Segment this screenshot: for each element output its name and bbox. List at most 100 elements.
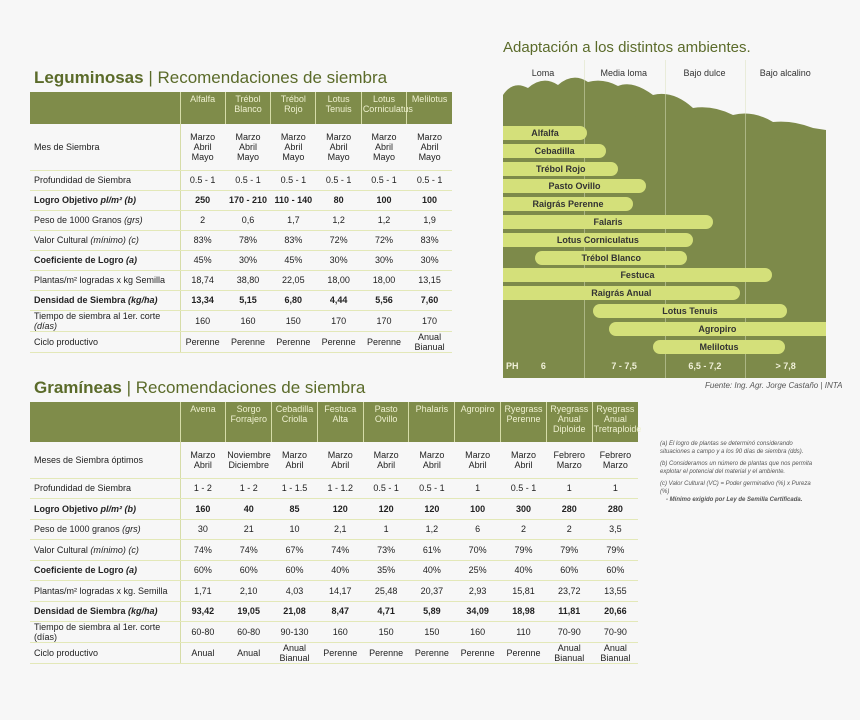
table-cell: 15,81 <box>500 580 547 602</box>
table-cell: 74% <box>316 539 364 561</box>
column-header: Lotus Tenuis <box>315 92 362 124</box>
row-label-unit: (mínimo) (c) <box>87 235 139 245</box>
table-cell: 67% <box>271 539 318 561</box>
row-label: Densidad de Siembra (kg/ha) <box>30 601 181 622</box>
header-blank <box>30 402 180 442</box>
table-cell: 30% <box>360 250 407 271</box>
table-cell: 100 <box>360 190 407 211</box>
table-cell: 30% <box>224 250 271 271</box>
table-cell: Perenne <box>360 331 407 353</box>
row-label-unit: (grs) <box>119 524 141 535</box>
row-label-unit: (kg/ha) <box>125 295 158 305</box>
header-row: Alfalfa Trébol Blanco Trébol Rojo Lotus Ten… <box>30 92 452 124</box>
table-row: Tiempo de siembra al 1er. corte (días) 16… <box>30 310 452 332</box>
column-header: Cebadilla Criolla <box>271 402 318 442</box>
table-cell: 160 <box>179 310 226 332</box>
table-row: Ciclo productivo Anual Anual Anual Bianual P… <box>30 642 638 664</box>
table-cell: Marzo Abril <box>454 442 501 479</box>
row-label-text: Densidad de Siembra <box>34 606 126 617</box>
row-label-text: Ciclo productivo <box>34 336 99 347</box>
ph-value: > 7,8 <box>775 361 796 371</box>
table-cell: 150 <box>408 621 455 643</box>
table-cell: 60% <box>271 560 318 581</box>
table-cell: 79% <box>545 539 593 561</box>
table-cell: 1 <box>545 478 593 499</box>
table-row: Ciclo productivo Perenne Perenne Perenne Per… <box>30 331 452 353</box>
table-cell: 160 <box>224 310 271 332</box>
row-label-unit: (a) <box>123 255 138 265</box>
table-cell: 1 - 2 <box>225 478 272 499</box>
table-cell: 70% <box>454 539 501 561</box>
table-cell: 120 <box>316 498 364 520</box>
table-cell: Perenne <box>224 331 271 353</box>
table-cell: 60% <box>225 560 272 581</box>
row-label-unit: pl/m² (b) <box>98 503 137 514</box>
table-row: Valor Cultural (mínimo) (c) 74% 74% 67% 74% 7… <box>30 539 638 561</box>
table-cell: 280 <box>591 498 638 520</box>
zone-label: Loma <box>531 68 555 78</box>
title-rest: | Recomendaciones de siembra <box>143 68 388 87</box>
table-cell: 6 <box>454 519 501 540</box>
table-cell: 34,09 <box>454 601 501 622</box>
table-cell: 5,56 <box>360 290 407 311</box>
bar-falaris: Falaris <box>503 215 713 229</box>
leguminosas-title: Leguminosas | Recomendaciones de siembra <box>34 68 387 88</box>
table-cell: 2 <box>179 210 226 231</box>
table-cell: 74% <box>179 539 226 561</box>
table-cell: 35% <box>362 560 409 581</box>
source-credit: Fuente: Ing. Agr. Jorge Castaño | INTA <box>705 381 843 390</box>
table-cell: Perenne <box>270 331 316 353</box>
bar-melilotus: Melilotus <box>653 339 785 354</box>
table-cell: Perenne <box>316 642 364 664</box>
zone-label: Media loma <box>600 68 648 78</box>
row-label-unit: (grs) <box>121 215 143 225</box>
table-cell: 160 <box>179 498 226 520</box>
table-cell: 1,2 <box>315 210 362 231</box>
row-label: Coeficiente de Logro (a) <box>30 560 181 581</box>
table-row: Densidad de Siembra (kg/ha) 93,42 19,05 21,… <box>30 601 638 622</box>
table-cell: Marzo Abril Mayo <box>315 124 362 171</box>
table-cell: 93,42 <box>179 601 226 622</box>
row-label: Plantas/m² logradas x kg. Semilla <box>30 580 181 602</box>
column-header: Ryegrass Perenne <box>500 402 547 442</box>
table-cell: 0,6 <box>224 210 271 231</box>
row-label: Mes de Siembra <box>30 124 181 171</box>
row-label-text: Coeficiente de Logro <box>34 565 124 576</box>
table-cell: 3,5 <box>591 519 638 540</box>
row-label-text: Profundidad de Siembra <box>34 483 132 494</box>
table-cell: 1 <box>454 478 501 499</box>
table-cell: 280 <box>545 498 593 520</box>
note-b: (b) Consideramos un número de plantas qu… <box>660 461 813 475</box>
table-cell: 10 <box>271 519 318 540</box>
table-cell: Febrero Marzo <box>545 442 593 479</box>
table-cell: 0.5 - 1 <box>270 170 316 191</box>
table-cell: 13,55 <box>591 580 638 602</box>
table-cell: 300 <box>500 498 547 520</box>
table-cell: 1 <box>362 519 409 540</box>
row-label: Logro Objetivo pl/m² (b) <box>30 498 181 520</box>
table-cell: 20,66 <box>591 601 638 622</box>
table-cell: Perenne <box>500 642 547 664</box>
ph-value: 6,5 - 7,2 <box>688 361 722 371</box>
table-cell: 5,89 <box>408 601 455 622</box>
note-c: (c) Valor Cultural (VC) = Poder germinat… <box>660 481 811 495</box>
row-label: Meses de Siembra óptimos <box>30 442 181 479</box>
table-row: Logro Objetivo pl/m² (b) 250 170 - 210 110 … <box>30 190 452 211</box>
table-cell: 60-80 <box>225 621 272 643</box>
table-cell: 70-90 <box>591 621 638 643</box>
table-cell: 0.5 - 1 <box>408 478 455 499</box>
table-cell: 8,47 <box>316 601 364 622</box>
zone-label: Bajo alcalino <box>759 68 811 78</box>
table-cell: Perenne <box>179 331 226 353</box>
row-label-text: Logro Objetivo <box>34 503 98 514</box>
table-cell: 1,7 <box>270 210 316 231</box>
table-cell: 7,60 <box>406 290 452 311</box>
table-cell: 60-80 <box>179 621 226 643</box>
note-c-minimum: - Mínimo exigido por Ley de Semilla Cert… <box>666 497 803 503</box>
column-header: Festuca Alta <box>316 402 364 442</box>
table-cell: Anual Bianual <box>545 642 593 664</box>
row-label: Valor Cultural (mínimo) (c) <box>30 230 181 251</box>
zone-label: Bajo dulce <box>683 68 726 78</box>
table-cell: 0.5 - 1 <box>360 170 407 191</box>
